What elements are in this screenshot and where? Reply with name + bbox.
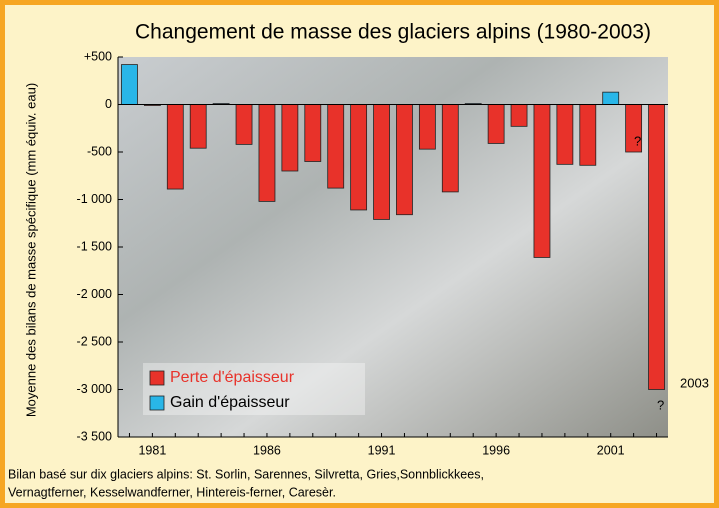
bar (259, 105, 275, 202)
bar (328, 105, 344, 189)
x-tick-label: 1991 (368, 443, 396, 457)
bar (351, 105, 367, 210)
bar (649, 105, 665, 390)
chart: Changement de masse des glaciers alpins … (0, 0, 719, 508)
bar (396, 105, 412, 215)
bar (167, 105, 183, 190)
x-tick-label: 2001 (597, 443, 625, 457)
y-tick-label: -1 500 (77, 239, 112, 253)
x-tick-label: 1986 (253, 443, 281, 457)
y-tick-label: -2 000 (77, 287, 112, 301)
annotation: ? (634, 133, 641, 148)
bar (534, 105, 550, 258)
legend-label: Perte d'épaisseur (170, 369, 295, 386)
y-tick-label: -3 500 (77, 429, 112, 443)
bar (580, 105, 596, 166)
x-tick-label: 1981 (138, 443, 166, 457)
annotation: ? (657, 397, 664, 412)
bar (442, 105, 458, 192)
x-tick-label: 1996 (482, 443, 510, 457)
y-tick-label: -500 (87, 144, 112, 158)
bar (557, 105, 573, 165)
annotation: 2003 (680, 375, 709, 390)
bar (305, 105, 321, 162)
chart-title: Changement de masse des glaciers alpins … (135, 21, 651, 44)
bar (603, 92, 619, 104)
y-tick-label: -1 000 (77, 192, 112, 206)
bar (190, 105, 206, 149)
bar (488, 105, 504, 144)
bar (374, 105, 390, 220)
bar (236, 105, 252, 145)
bar (121, 65, 137, 105)
legend-swatch (150, 396, 164, 410)
bar (419, 105, 435, 150)
y-axis-label: Moyenne des bilans de masse spécifique (… (23, 83, 38, 417)
y-tick-label: +500 (84, 49, 112, 63)
y-tick-label: -2 500 (77, 334, 112, 348)
bar (282, 105, 298, 172)
bar (511, 105, 527, 127)
note: Vernagtferner, Kesselwandferner, Hintere… (8, 485, 336, 499)
y-tick-label: 0 (105, 97, 112, 111)
y-tick-label: -3 000 (77, 382, 112, 396)
page: Changement de masse des glaciers alpins … (0, 0, 719, 508)
legend-label: Gain d'épaisseur (170, 394, 290, 411)
legend-swatch (150, 371, 164, 385)
note: Bilan basé sur dix glaciers alpins: St. … (8, 467, 484, 481)
